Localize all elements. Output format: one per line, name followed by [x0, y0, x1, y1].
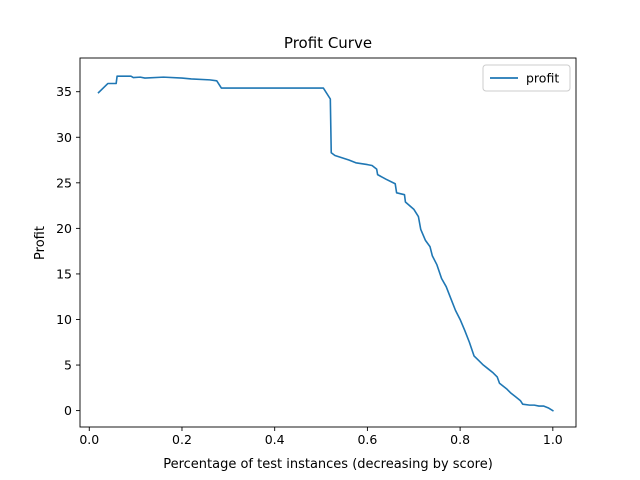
y-tick-label: 5	[64, 358, 72, 373]
y-tick-label: 35	[56, 84, 72, 99]
x-tick-label: 0.0	[79, 432, 99, 447]
x-tick-label: 0.6	[357, 432, 377, 447]
plot-frame	[79, 57, 577, 428]
y-tick-label: 0	[64, 403, 72, 418]
y-axis-ticks: 0 5 10 15 20 25 30 35	[56, 84, 80, 418]
x-tick-label: 1.0	[543, 432, 563, 447]
legend-label: profit	[526, 71, 559, 86]
legend: profit	[482, 64, 571, 92]
y-tick-label: 20	[56, 221, 72, 236]
y-tick-label: 15	[56, 266, 72, 281]
y-axis-label: Profit	[33, 226, 48, 260]
x-tick-label: 0.4	[265, 432, 285, 447]
chart-title: Profit Curve	[284, 34, 372, 52]
legend-box	[482, 64, 571, 92]
x-axis-ticks: 0.0 0.2 0.4 0.6 0.8 1.0	[79, 427, 563, 447]
y-tick-label: 10	[56, 312, 72, 327]
y-tick-label: 30	[56, 130, 72, 145]
plot-area	[79, 57, 577, 428]
plot-background	[80, 58, 576, 427]
x-tick-label: 0.2	[172, 432, 192, 447]
y-tick-label: 25	[56, 175, 72, 190]
x-tick-label: 0.8	[450, 432, 470, 447]
series-line-profit	[97, 75, 554, 412]
x-axis-label: Percentage of test instances (decreasing…	[163, 457, 493, 472]
